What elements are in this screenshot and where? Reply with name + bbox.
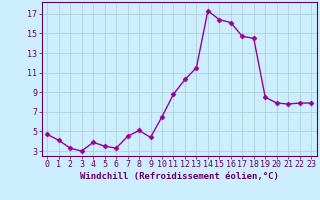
- X-axis label: Windchill (Refroidissement éolien,°C): Windchill (Refroidissement éolien,°C): [80, 172, 279, 181]
